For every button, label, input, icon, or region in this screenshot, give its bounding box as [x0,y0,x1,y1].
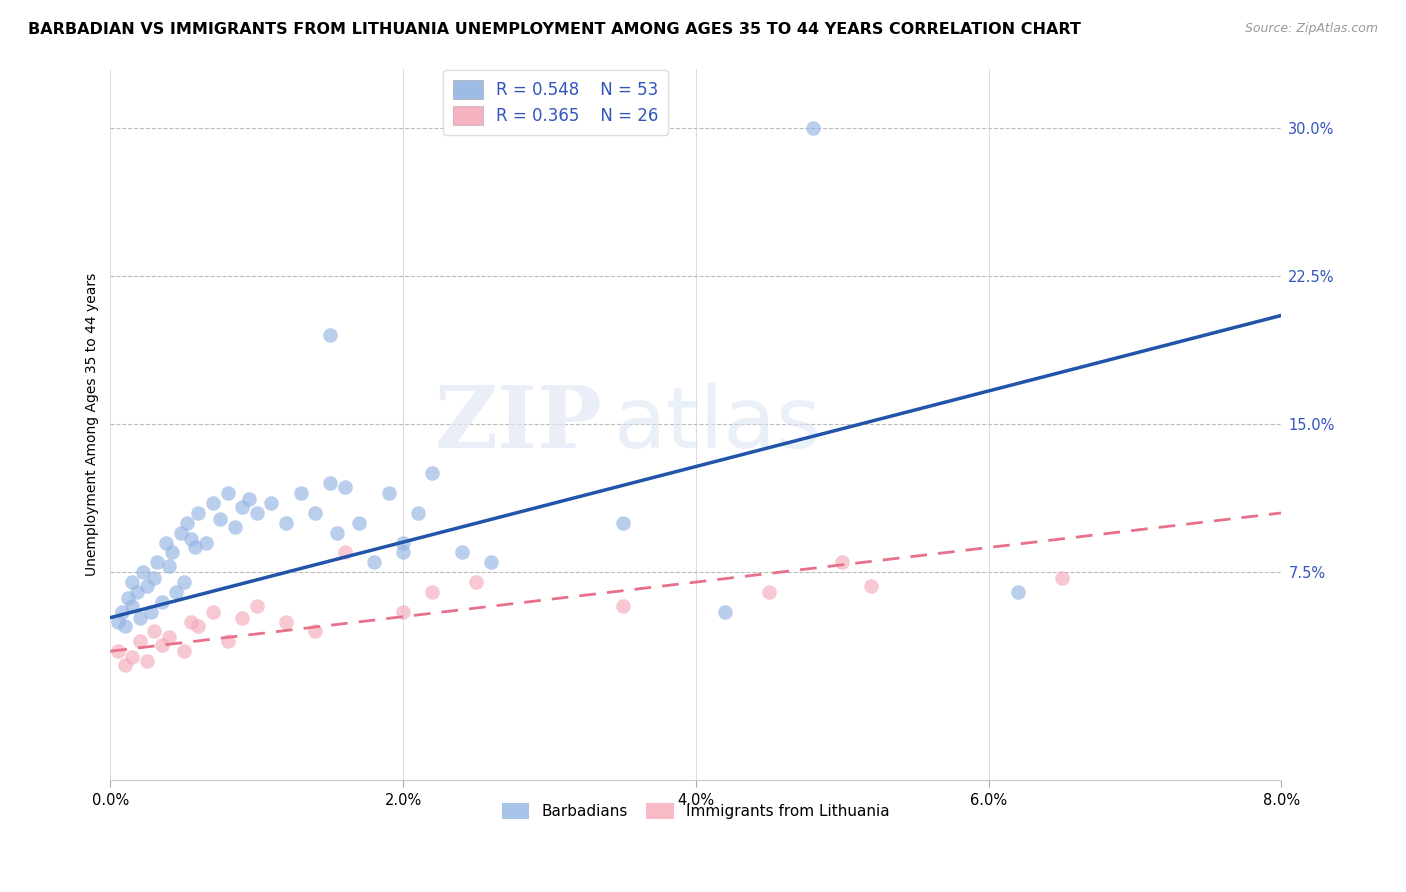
Y-axis label: Unemployment Among Ages 35 to 44 years: Unemployment Among Ages 35 to 44 years [86,272,100,575]
Point [217,486,239,500]
Point [406,506,429,520]
Text: atlas: atlas [614,383,823,466]
Point [141,605,163,619]
Point [231,610,253,624]
Text: BARBADIAN VS IMMIGRANTS FROM LITHUANIA UNEMPLOYMENT AMONG AGES 35 TO 44 YEARS CO: BARBADIAN VS IMMIGRANTS FROM LITHUANIA U… [28,22,1081,37]
Point [180,532,202,546]
Point [304,506,326,520]
Point [107,615,129,629]
Point [238,492,260,507]
Point [107,644,129,658]
Point [612,599,634,613]
Text: ZIP: ZIP [434,382,602,466]
Point [392,605,415,619]
Point [125,585,148,599]
Point [347,516,370,530]
Point [201,496,224,510]
Point [136,654,159,668]
Point [246,506,269,520]
Point [146,555,169,569]
Point [121,575,143,590]
Point [128,634,150,648]
Point [801,120,824,135]
Point [860,579,883,593]
Point [465,575,488,590]
Point [831,555,853,569]
Point [160,545,183,559]
Point [194,535,217,549]
Point [304,624,326,639]
Point [136,579,159,593]
Point [377,486,399,500]
Point [114,658,136,673]
Point [173,575,195,590]
Point [224,520,246,534]
Point [217,634,239,648]
Point [201,605,224,619]
Point [150,595,173,609]
Point [319,328,342,343]
Point [121,650,143,665]
Point [187,618,209,632]
Point [165,585,187,599]
Point [231,500,253,514]
Legend: Barbadians, Immigrants from Lithuania: Barbadians, Immigrants from Lithuania [496,797,896,825]
Point [392,535,415,549]
Point [184,540,207,554]
Point [111,605,134,619]
Point [319,476,342,491]
Point [209,512,232,526]
Point [1007,585,1029,599]
Point [612,516,634,530]
Point [246,599,269,613]
Point [187,506,209,520]
Point [422,585,444,599]
Point [131,565,153,579]
Point [157,631,180,645]
Point [326,525,349,540]
Point [180,615,202,629]
Point [169,525,191,540]
Point [450,545,472,559]
Point [150,638,173,652]
Point [422,467,444,481]
Point [333,545,356,559]
Point [173,644,195,658]
Text: Source: ZipAtlas.com: Source: ZipAtlas.com [1244,22,1378,36]
Point [114,618,136,632]
Point [714,605,737,619]
Point [121,599,143,613]
Point [479,555,502,569]
Point [260,496,283,510]
Point [155,535,177,549]
Point [363,555,385,569]
Point [157,559,180,574]
Point [117,591,139,605]
Point [143,571,166,585]
Point [143,624,166,639]
Point [128,610,150,624]
Point [274,615,297,629]
Point [333,480,356,494]
Point [758,585,780,599]
Point [1050,571,1073,585]
Point [176,516,198,530]
Point [290,486,312,500]
Point [274,516,297,530]
Point [392,545,415,559]
